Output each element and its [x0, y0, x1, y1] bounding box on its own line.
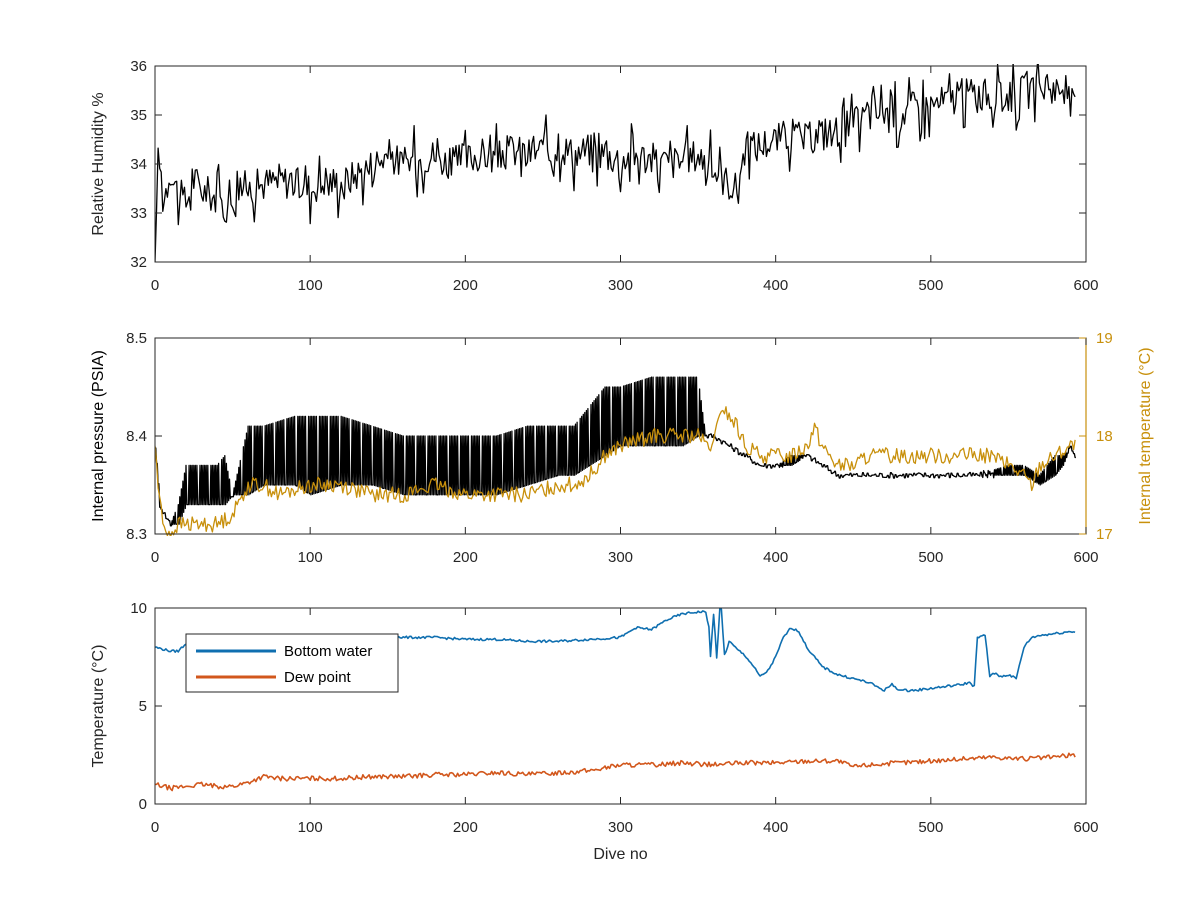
x-tick-label: 200	[453, 277, 478, 294]
y-tick-label: 0	[139, 796, 147, 813]
humidity-panel: 0 100 200 300 400 500 600 32 33 34 35 36 Relative Hu…	[90, 58, 1099, 294]
y-tick-label: 8.4	[126, 428, 147, 445]
series-line-dew-point	[155, 752, 1076, 792]
x-tick-label: 200	[453, 549, 478, 566]
x-tick-label: 500	[918, 819, 943, 836]
y-axis-label: Relative Humidity %	[90, 92, 107, 235]
x-tick-label: 100	[298, 549, 323, 566]
y2-tick-label: 18	[1096, 428, 1113, 445]
x-tick-label: 0	[151, 819, 159, 836]
x-tick-label: 400	[763, 277, 788, 294]
y-tick-label: 8.3	[126, 526, 147, 543]
y2-tick-label: 17	[1096, 526, 1113, 543]
plot-area	[155, 66, 1086, 262]
x-tick-label: 400	[763, 549, 788, 566]
x-tick-label: 300	[608, 277, 633, 294]
y-axis-label: Temperature (°C)	[90, 645, 107, 768]
y-tick-label: 5	[139, 698, 147, 715]
pressure-temperature-panel: 0 100 200 300 400 500 600 8.3 8.4 8.5 17 18 19 Intern…	[90, 330, 1154, 566]
x-tick-label: 400	[763, 819, 788, 836]
legend-box	[185, 633, 399, 693]
y2-axis-label: Internal temperature (°C)	[1137, 347, 1154, 524]
x-tick-label: 600	[1073, 549, 1098, 566]
series-line-0	[155, 64, 1076, 263]
x-tick-label: 300	[608, 549, 633, 566]
y-tick-label: 8.5	[126, 330, 147, 347]
y-tick-label: 33	[130, 205, 147, 222]
series-group	[155, 64, 1076, 263]
x-tick-label: 600	[1073, 277, 1098, 294]
x-tick-label: 100	[298, 819, 323, 836]
x-tick-label: 0	[151, 277, 159, 294]
legend-label: Dew point	[284, 669, 352, 686]
x-axis-label: Dive no	[593, 846, 647, 863]
legend: Bottom water Dew point	[185, 633, 399, 693]
x-tick-label: 0	[151, 549, 159, 566]
series-line-0	[155, 376, 1076, 527]
x-tick-label: 600	[1073, 819, 1098, 836]
x-tick-label: 500	[918, 277, 943, 294]
y2-tick-label: 19	[1096, 330, 1113, 347]
legend-label: Bottom water	[284, 643, 372, 660]
y-tick-label: 35	[130, 107, 147, 124]
series-group	[155, 376, 1076, 536]
y-tick-label: 32	[130, 254, 147, 271]
y-tick-label: 36	[130, 58, 147, 75]
x-tick-label: 500	[918, 549, 943, 566]
x-tick-label: 100	[298, 277, 323, 294]
series-line-1	[155, 406, 1076, 536]
y-tick-label: 34	[130, 156, 147, 173]
y-tick-label: 10	[130, 600, 147, 617]
y-axis-label: Internal pressure (PSIA)	[90, 350, 107, 522]
temperature-panel: 0 100 200 300 400 500 600 0 5 10 Temperature (°C) D…	[90, 600, 1099, 863]
x-tick-label: 200	[453, 819, 478, 836]
x-tick-label: 300	[608, 819, 633, 836]
